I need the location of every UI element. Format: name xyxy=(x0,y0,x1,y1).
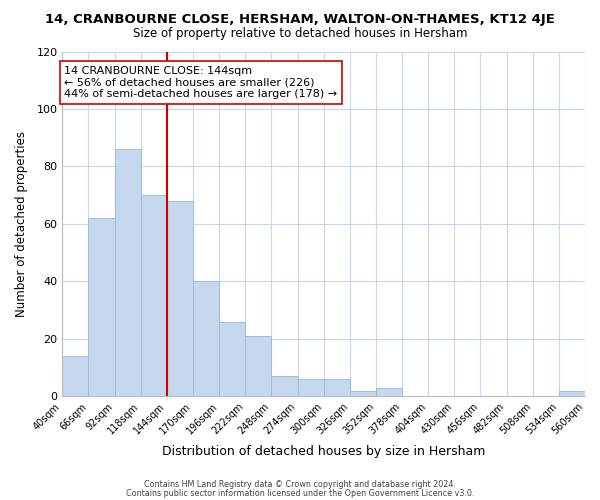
Bar xyxy=(559,390,585,396)
Bar xyxy=(167,201,193,396)
Bar xyxy=(141,195,167,396)
Text: Contains HM Land Registry data © Crown copyright and database right 2024.: Contains HM Land Registry data © Crown c… xyxy=(144,480,456,489)
Text: Size of property relative to detached houses in Hersham: Size of property relative to detached ho… xyxy=(133,28,467,40)
Bar xyxy=(350,390,376,396)
X-axis label: Distribution of detached houses by size in Hersham: Distribution of detached houses by size … xyxy=(162,444,485,458)
Bar xyxy=(62,356,88,397)
Bar xyxy=(271,376,298,396)
Bar xyxy=(376,388,402,396)
Bar xyxy=(115,149,141,396)
Bar xyxy=(245,336,271,396)
Y-axis label: Number of detached properties: Number of detached properties xyxy=(15,131,28,317)
Bar xyxy=(298,379,323,396)
Bar xyxy=(323,379,350,396)
Bar xyxy=(88,218,115,396)
Bar xyxy=(219,322,245,396)
Bar xyxy=(193,282,219,397)
Text: 14, CRANBOURNE CLOSE, HERSHAM, WALTON-ON-THAMES, KT12 4JE: 14, CRANBOURNE CLOSE, HERSHAM, WALTON-ON… xyxy=(45,12,555,26)
Text: Contains public sector information licensed under the Open Government Licence v3: Contains public sector information licen… xyxy=(126,488,474,498)
Text: 14 CRANBOURNE CLOSE: 144sqm
← 56% of detached houses are smaller (226)
44% of se: 14 CRANBOURNE CLOSE: 144sqm ← 56% of det… xyxy=(64,66,338,99)
